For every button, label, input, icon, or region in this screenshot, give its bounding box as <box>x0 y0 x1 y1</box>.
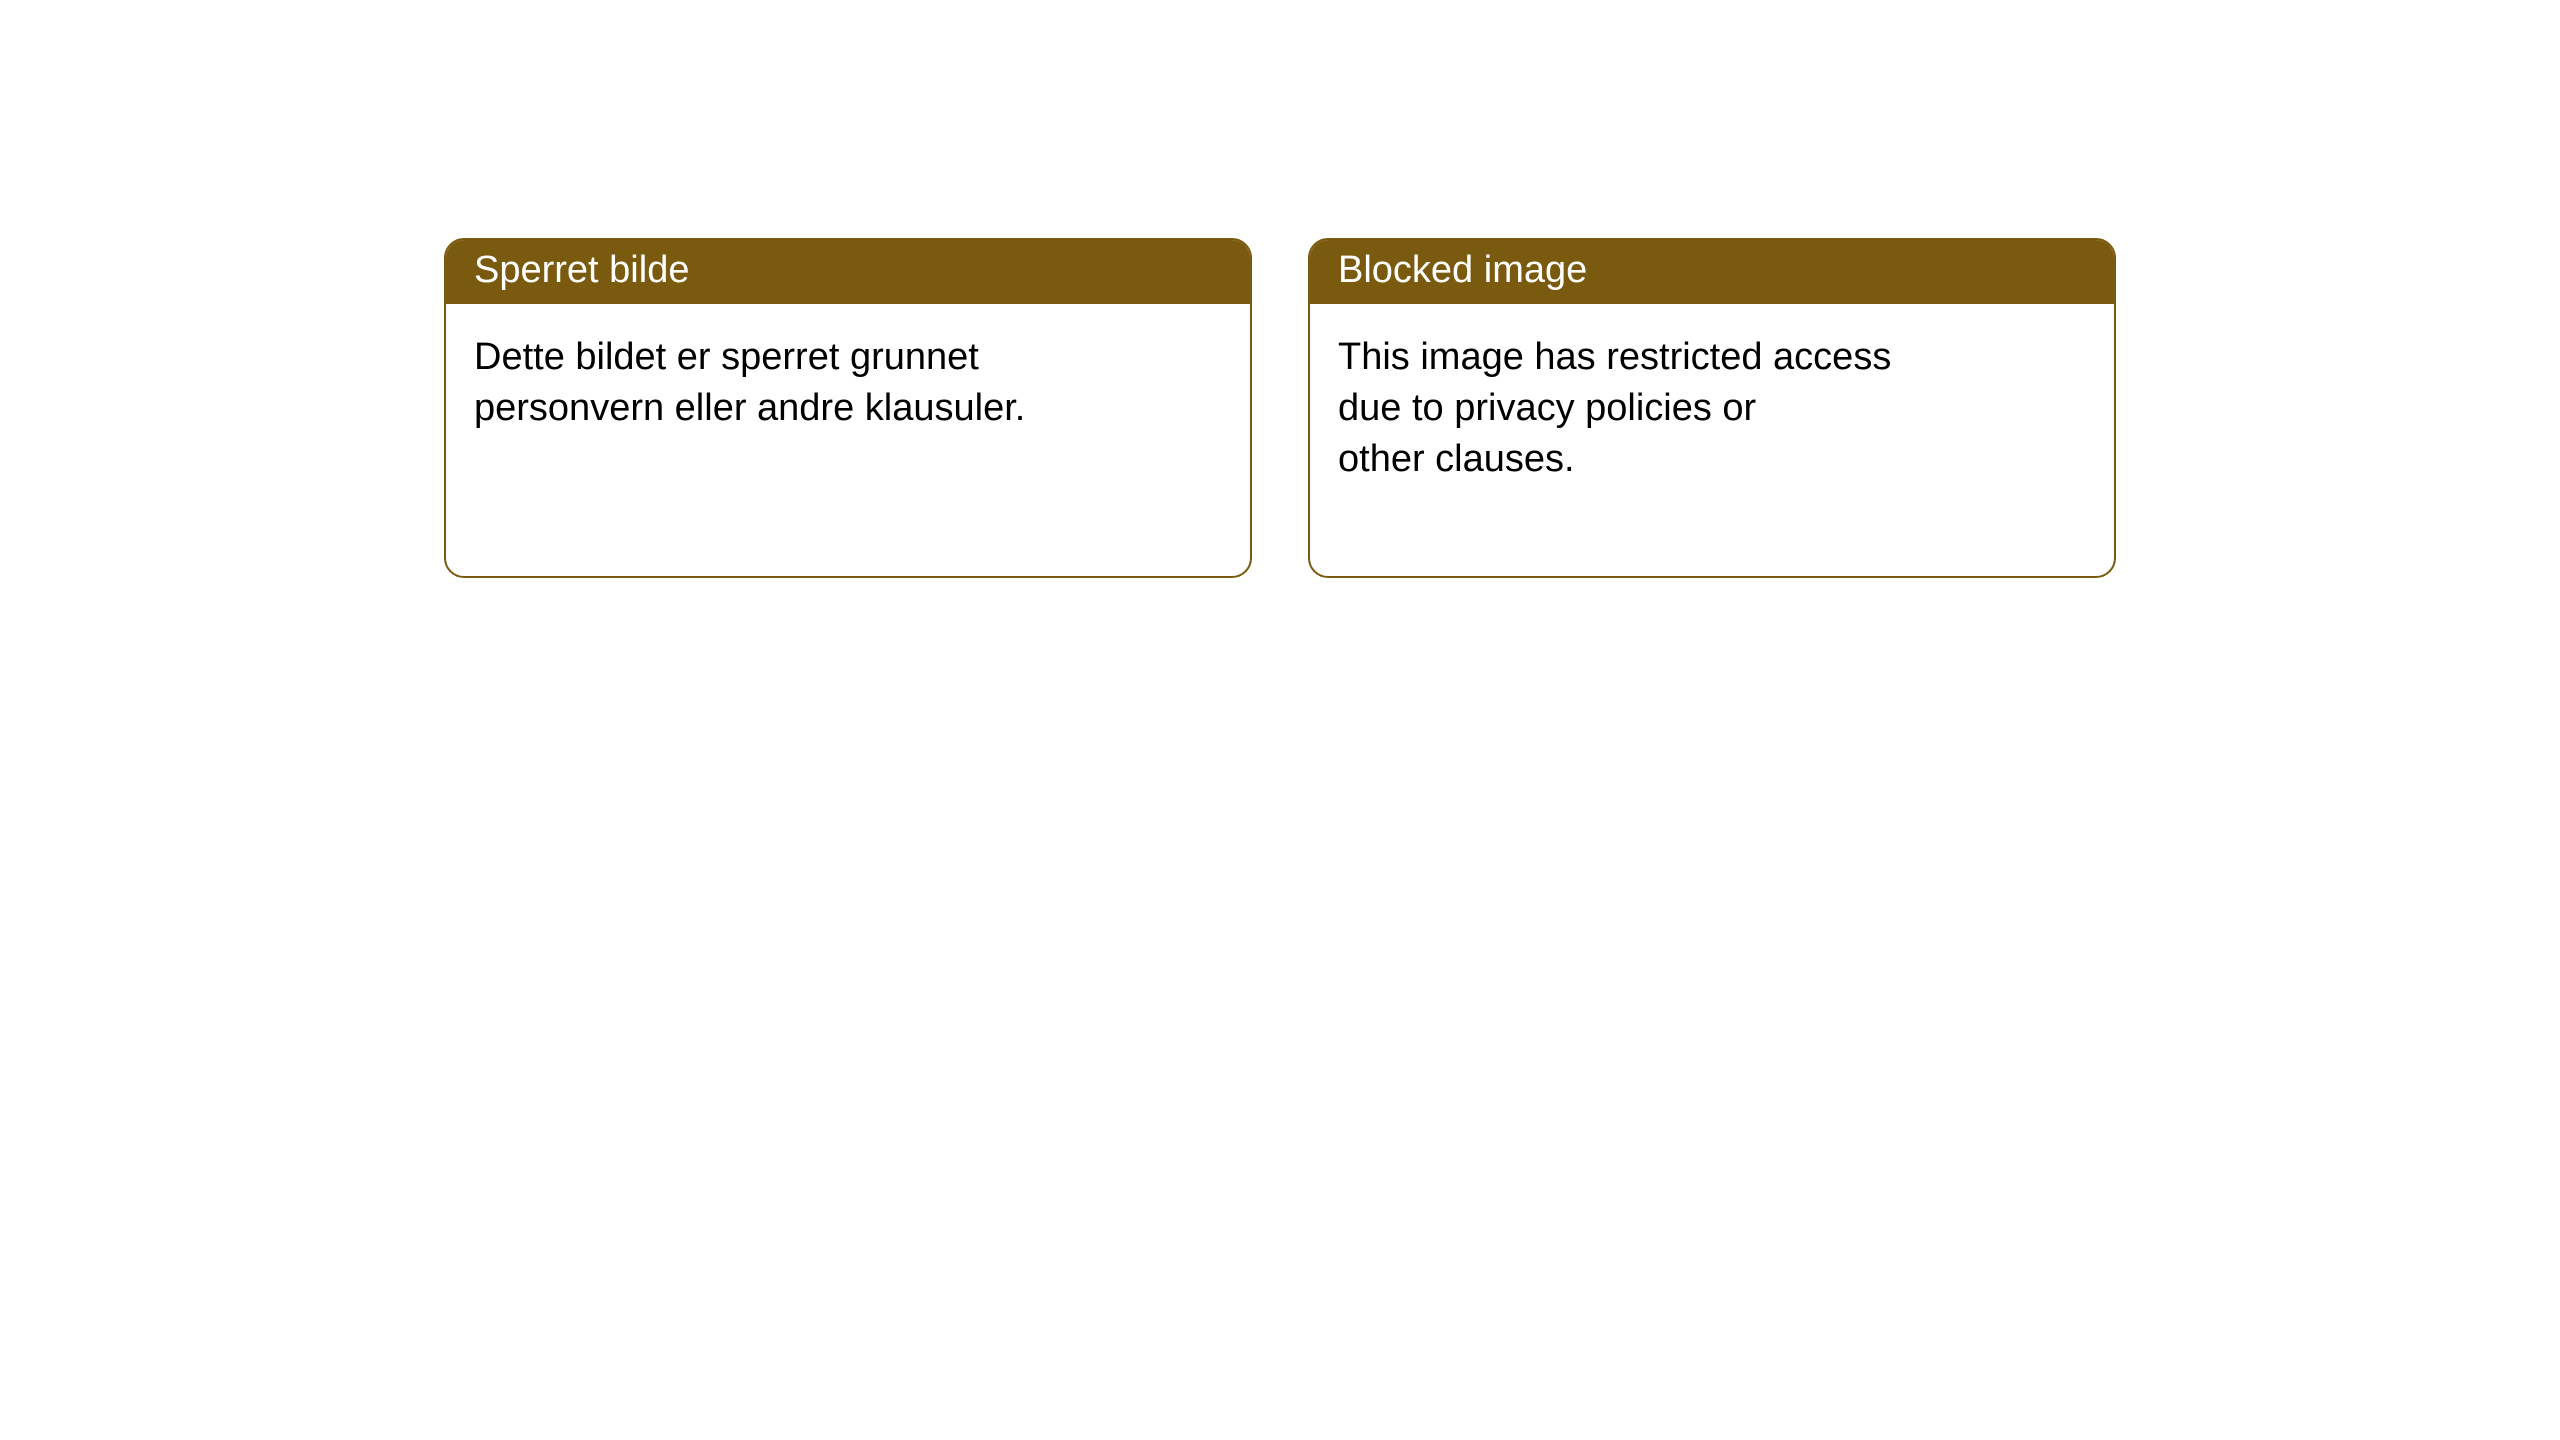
notice-card-no-body: Dette bildet er sperret grunnet personve… <box>446 304 1250 463</box>
notice-cards-container: Sperret bilde Dette bildet er sperret gr… <box>444 238 2116 578</box>
notice-card-no-title: Sperret bilde <box>446 240 1250 304</box>
notice-card-en-title: Blocked image <box>1310 240 2114 304</box>
notice-card-en-body: This image has restricted access due to … <box>1310 304 2114 514</box>
notice-card-en: Blocked image This image has restricted … <box>1308 238 2116 578</box>
notice-card-no: Sperret bilde Dette bildet er sperret gr… <box>444 238 1252 578</box>
